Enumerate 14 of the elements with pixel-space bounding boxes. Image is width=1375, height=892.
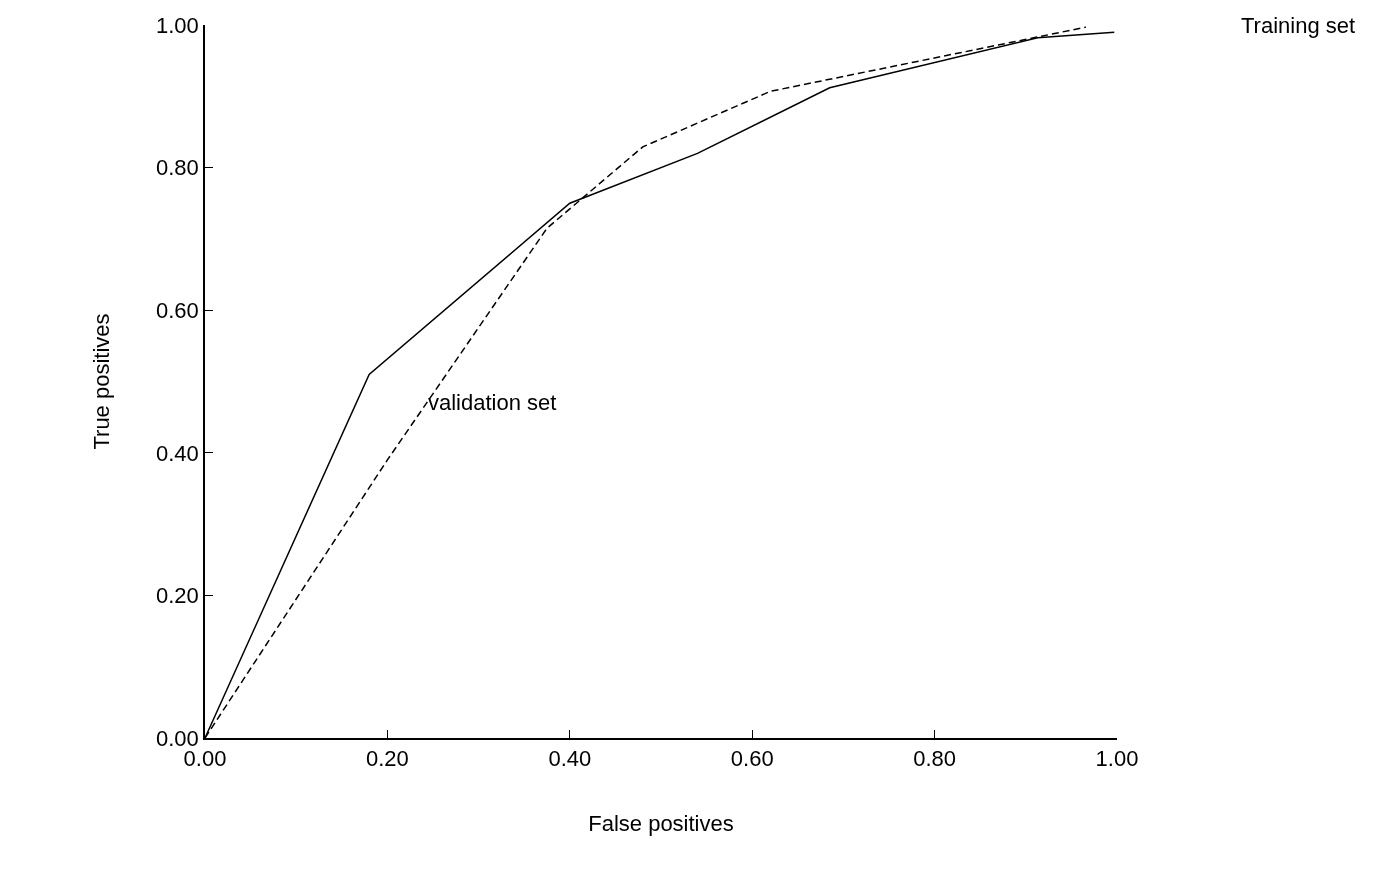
- y-axis-title: True positives: [89, 313, 115, 450]
- text: Training set: [1241, 13, 1356, 38]
- y-tick-label: 0.60: [156, 297, 199, 323]
- y-tick-label: 0.80: [156, 155, 199, 181]
- annotation: validation set: [428, 390, 557, 415]
- x-tick-label: 0.80: [913, 746, 957, 772]
- x-tick-label: 0.20: [365, 746, 409, 772]
- y-tick-label: 0.20: [156, 583, 199, 609]
- y-tick-label: 1.00: [156, 12, 199, 38]
- x-tick-label: 1.00: [1095, 746, 1139, 772]
- x-tick-label: 0.60: [730, 746, 774, 772]
- x-axis-title: False positives: [588, 810, 734, 836]
- y-tick-label: 0.40: [156, 440, 199, 466]
- x-tick-label: 0.40: [548, 746, 592, 772]
